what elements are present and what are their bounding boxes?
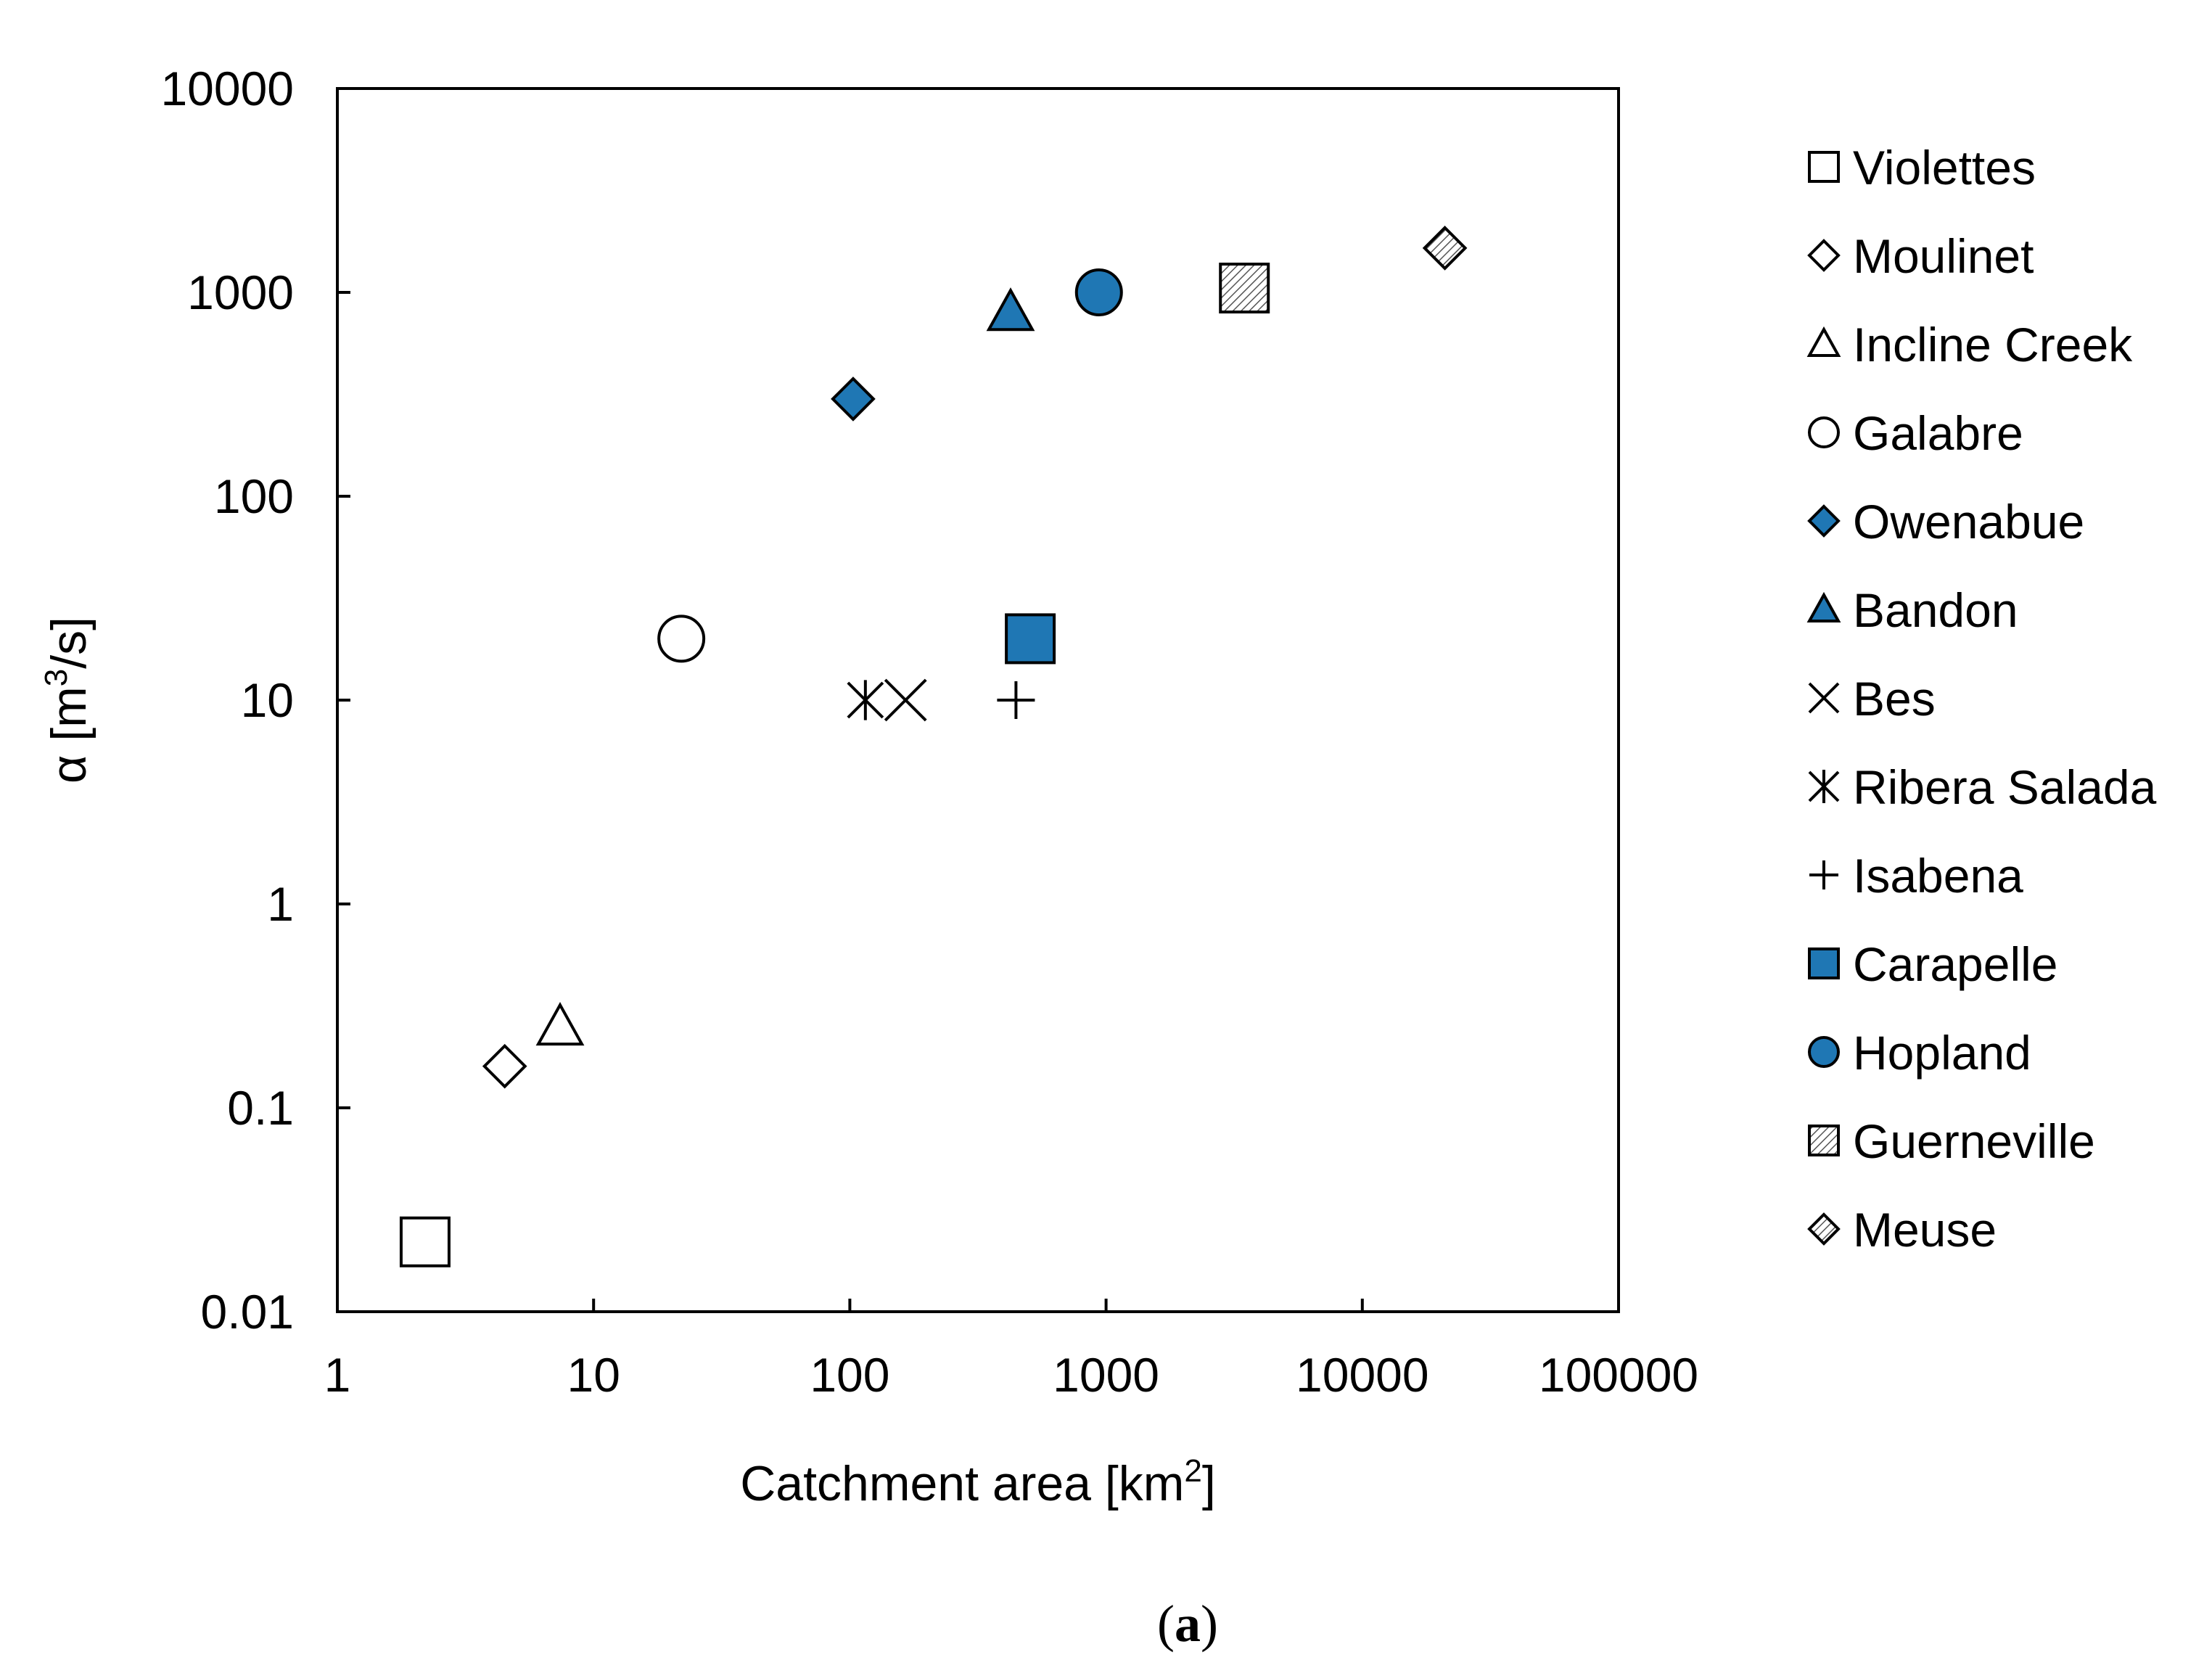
x-tick-label: 100 [810,1348,889,1402]
legend-marker-moulinet [1807,239,1841,272]
point-bes [884,678,927,722]
legend-label-violettes: Violettes [1853,141,2036,194]
plot-area [336,87,1620,1313]
x-axis-title-end: ] [1202,1456,1216,1511]
legend-label-meuse: Meuse [1853,1203,1997,1257]
point-isabena [997,681,1035,719]
legend-label-hopland: Hopland [1853,1026,2031,1080]
y-axis-title-superscript: 3 [38,669,74,686]
legend-marker-owenabue [1807,504,1841,538]
y-tick-label: 1 [267,877,294,931]
y-tick-label: 1000 [187,266,294,319]
legend-label-galabre: Galabre [1853,406,2023,460]
x-tick-label: 10000 [1296,1348,1429,1402]
point-bandon [986,287,1035,332]
legend-label-bandon: Bandon [1853,583,2018,637]
point-moulinet [482,1043,527,1089]
legend-marker-guerneville [1808,1125,1840,1156]
figure-caption: (a) [1157,1595,1218,1653]
caption-open: ( [1157,1595,1175,1653]
point-ribera-salada [847,680,884,720]
legend-marker-galabre [1808,416,1840,448]
x-tick-label: 10 [567,1348,620,1402]
y-tick-label: 100 [214,469,294,523]
point-guerneville [1219,263,1270,314]
y-axis-title-text: α [m [41,686,96,784]
y-tick-label: 0.01 [201,1285,294,1339]
point-carapelle [1005,613,1056,665]
legend-label-carapelle: Carapelle [1853,937,2058,991]
legend-marker-hopland [1808,1036,1840,1068]
point-owenabue [831,377,876,422]
legend-label-bes: Bes [1853,672,1936,725]
legend-marker-violettes [1808,151,1840,183]
legend-label-incline-creek: Incline Creek [1853,318,2133,371]
x-axis-title: Catchment area [km2] [740,1453,1216,1511]
legend-label-owenabue: Owenabue [1853,495,2084,548]
x-tick-label: 1000 [1053,1348,1159,1402]
legend-label-guerneville: Guerneville [1853,1114,2095,1168]
y-tick-label: 10 [241,673,294,727]
x-axis-title-text: Catchment area [km [740,1456,1184,1511]
point-incline-creek [535,1002,585,1046]
y-tick-label: 10000 [160,62,294,115]
y-axis-title-end: /s] [41,617,96,669]
legend-marker-incline-creek [1806,326,1841,357]
legend-label-ribera-salada: Ribera Salada [1853,760,2157,814]
point-violettes [399,1216,451,1267]
data-points [399,226,1468,1267]
legend-marker-meuse [1807,1212,1841,1246]
x-axis: 1 10 100 1000 10000 100000 [324,1299,1698,1402]
point-hopland [1074,268,1123,316]
x-axis-title-superscript: 2 [1184,1453,1201,1489]
caption-letter: a [1175,1595,1201,1653]
legend-marker-bandon [1806,591,1841,622]
y-tick-label: 0.1 [227,1081,294,1135]
caption-close: ) [1201,1595,1218,1653]
x-tick-label: 100000 [1539,1348,1698,1402]
legend-label-isabena: Isabena [1853,849,2023,903]
legend: Violettes Moulinet Incline Creek Galabre Owe… [1806,141,2157,1257]
legend-label-moulinet: Moulinet [1853,229,2034,283]
y-axis-title: α [m3/s] [38,617,96,784]
point-meuse [1422,226,1468,271]
legend-marker-carapelle [1808,948,1840,979]
legend-marker-isabena [1809,860,1838,889]
legend-marker-bes [1808,682,1840,714]
point-galabre [657,614,706,663]
y-axis: 0.01 0.1 1 10 100 1000 10000 [160,62,350,1339]
legend-marker-ribera-salada [1808,770,1840,803]
x-tick-label: 1 [324,1348,351,1402]
